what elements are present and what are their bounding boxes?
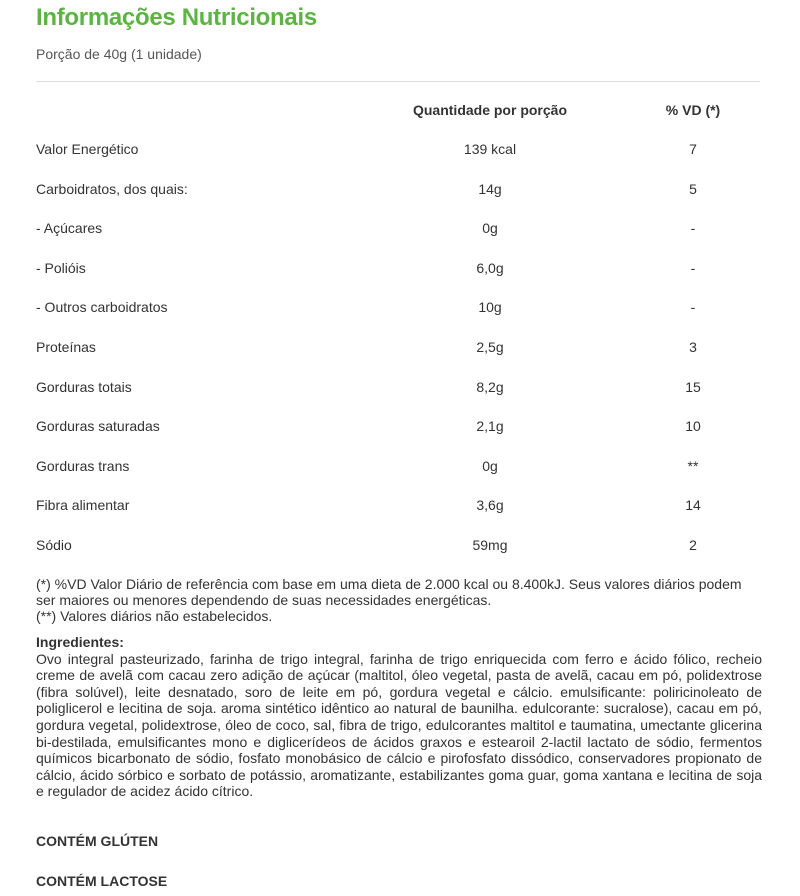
nutrient-vd: 2: [689, 537, 697, 553]
nutrient-vd: -: [690, 259, 696, 276]
nutrient-label: Fibra alimentar: [36, 497, 130, 514]
footnote-vd: (*) %VD Valor Diário de referência com b…: [36, 576, 742, 608]
nutrient-quantity: 10g: [478, 299, 502, 316]
nutrient-label: Gorduras saturadas: [36, 418, 160, 435]
nutrient-vd: -: [690, 299, 696, 316]
footnotes: (*) %VD Valor Diário de referência com b…: [36, 576, 760, 624]
table-row: - Polióis 6,0g -: [36, 260, 760, 280]
table-row: - Outros carboidratos 10g -: [36, 299, 760, 319]
table-row: - Açúcares 0g -: [36, 220, 760, 240]
nutrient-label: - Açúcares: [36, 220, 103, 237]
nutrient-vd: -: [690, 220, 696, 237]
quantity-header: Quantidade por porção: [412, 102, 567, 118]
nutrient-label: - Outros carboidratos: [36, 299, 168, 316]
nutrient-label: Carboidratos, dos quais:: [36, 180, 188, 197]
footnote-not-established: (**) Valores diários não estabelecidos.: [36, 608, 273, 624]
nutrient-label: Valor Energético: [36, 141, 139, 157]
nutrient-vd: 7: [689, 141, 697, 157]
table-row: Sódio 59mg 2: [36, 537, 760, 557]
table-row: Fibra alimentar 3,6g 14: [36, 497, 760, 517]
vd-header: % VD (*): [665, 102, 721, 118]
nutrient-label: Gorduras trans: [36, 457, 130, 474]
nutrient-vd: 10: [685, 418, 701, 435]
nutrient-quantity: 0g: [482, 457, 498, 474]
nutrient-label: - Polióis: [36, 259, 86, 276]
table-row: Gorduras totais 8,2g 15: [36, 379, 760, 399]
nutrient-quantity: 6,0g: [476, 259, 504, 276]
ingredients: Ingredientes: Ovo integral pasteurizado,…: [36, 634, 762, 800]
nutrient-quantity: 8,2g: [476, 378, 504, 395]
nutrient-label: Sódio: [36, 537, 72, 553]
nutrient-vd: 5: [689, 180, 697, 197]
table-row: Carboidratos, dos quais: 14g 5: [36, 181, 760, 201]
portion-size: Porção de 40g (1 unidade): [36, 46, 202, 62]
nutrient-quantity: 0g: [482, 220, 498, 237]
table-header: Quantidade por porção % VD (*): [36, 102, 760, 122]
nutrient-vd: 15: [685, 378, 701, 395]
ingredients-heading: Ingredientes:: [36, 634, 124, 650]
nutrient-quantity: 2,5g: [476, 339, 504, 355]
nutrient-quantity: 139 kcal: [463, 141, 517, 157]
table-row: Gorduras trans 0g **: [36, 458, 760, 478]
nutrient-quantity: 2,1g: [476, 418, 504, 435]
nutrient-quantity: 3,6g: [476, 497, 504, 514]
nutrient-label: Gorduras totais: [36, 378, 132, 395]
table-row: Valor Energético 139 kcal 7: [36, 141, 760, 161]
nutrient-label: Proteínas: [36, 339, 96, 355]
ingredients-text: Ovo integral pasteurizado, farinha de tr…: [36, 650, 762, 800]
page-title: Informações Nutricionais: [36, 4, 317, 31]
divider: [36, 81, 760, 82]
allergen-gluten: CONTÉM GLÚTEN: [36, 833, 159, 849]
nutrient-vd: 3: [689, 339, 697, 355]
nutrient-quantity: 14g: [478, 180, 502, 197]
table-row: Proteínas 2,5g 3: [36, 339, 760, 359]
table-row: Gorduras saturadas 2,1g 10: [36, 418, 760, 438]
allergen-lactose: CONTÉM LACTOSE: [36, 873, 168, 889]
nutrient-quantity: 59mg: [472, 537, 508, 553]
nutrient-vd: 14: [685, 497, 701, 514]
nutrient-vd: **: [687, 457, 699, 474]
